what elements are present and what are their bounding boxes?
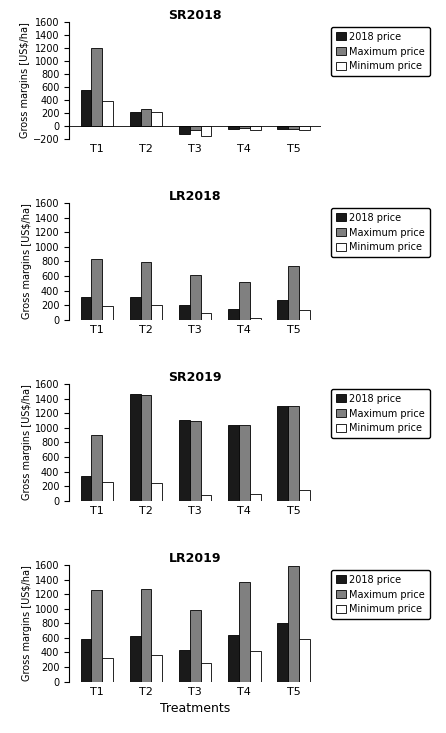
- Bar: [277, 406, 288, 501]
- Bar: [179, 421, 190, 501]
- Bar: [299, 639, 310, 682]
- Bar: [81, 476, 91, 501]
- Bar: [190, 421, 201, 501]
- X-axis label: Treatments: Treatments: [160, 702, 230, 715]
- Bar: [299, 490, 310, 501]
- Bar: [151, 305, 162, 320]
- Title: LR2018: LR2018: [169, 190, 221, 203]
- Bar: [239, 282, 250, 320]
- Bar: [288, 567, 299, 682]
- Bar: [81, 638, 91, 682]
- Legend: 2018 price, Maximum price, Minimum price: 2018 price, Maximum price, Minimum price: [331, 388, 430, 438]
- Bar: [250, 651, 260, 682]
- Bar: [250, 494, 260, 501]
- Bar: [250, 126, 260, 130]
- Bar: [91, 591, 102, 682]
- Bar: [130, 636, 140, 682]
- Bar: [179, 126, 190, 134]
- Bar: [130, 297, 140, 320]
- Y-axis label: Gross margins [US$/ha]: Gross margins [US$/ha]: [22, 384, 32, 500]
- Bar: [130, 394, 140, 501]
- Bar: [228, 309, 239, 320]
- Bar: [91, 48, 102, 126]
- Bar: [239, 126, 250, 128]
- Bar: [81, 90, 91, 126]
- Bar: [102, 306, 113, 320]
- Bar: [228, 635, 239, 682]
- Bar: [140, 395, 151, 501]
- Bar: [201, 313, 211, 320]
- Bar: [81, 298, 91, 320]
- Bar: [179, 305, 190, 320]
- Title: LR2019: LR2019: [169, 552, 221, 565]
- Bar: [102, 101, 113, 126]
- Bar: [91, 435, 102, 501]
- Bar: [277, 301, 288, 320]
- Bar: [91, 259, 102, 320]
- Legend: 2018 price, Maximum price, Minimum price: 2018 price, Maximum price, Minimum price: [331, 570, 430, 619]
- Bar: [239, 425, 250, 501]
- Legend: 2018 price, Maximum price, Minimum price: 2018 price, Maximum price, Minimum price: [331, 208, 430, 257]
- Bar: [190, 275, 201, 320]
- Bar: [250, 318, 260, 320]
- Bar: [140, 108, 151, 126]
- Bar: [228, 425, 239, 501]
- Bar: [277, 622, 288, 682]
- Bar: [201, 495, 211, 501]
- Bar: [151, 655, 162, 682]
- Bar: [228, 126, 239, 129]
- Bar: [201, 126, 211, 136]
- Y-axis label: Gross margins [US$/ha]: Gross margins [US$/ha]: [22, 565, 32, 681]
- Bar: [288, 126, 299, 129]
- Bar: [130, 112, 140, 126]
- Bar: [201, 663, 211, 682]
- Y-axis label: Gross margins [US$/ha]: Gross margins [US$/ha]: [22, 204, 32, 320]
- Bar: [239, 583, 250, 682]
- Bar: [190, 610, 201, 682]
- Bar: [299, 310, 310, 320]
- Bar: [140, 589, 151, 682]
- Bar: [190, 126, 201, 130]
- Bar: [288, 406, 299, 501]
- Bar: [151, 483, 162, 501]
- Bar: [102, 658, 113, 682]
- Title: SR2018: SR2018: [169, 9, 222, 22]
- Title: SR2019: SR2019: [169, 371, 222, 384]
- Bar: [179, 650, 190, 682]
- Bar: [151, 112, 162, 126]
- Bar: [102, 482, 113, 501]
- Bar: [277, 126, 288, 129]
- Bar: [288, 266, 299, 320]
- Y-axis label: Gross margins [US$/ha]: Gross margins [US$/ha]: [20, 23, 30, 139]
- Bar: [299, 126, 310, 130]
- Legend: 2018 price, Maximum price, Minimum price: 2018 price, Maximum price, Minimum price: [331, 27, 430, 76]
- Bar: [140, 262, 151, 320]
